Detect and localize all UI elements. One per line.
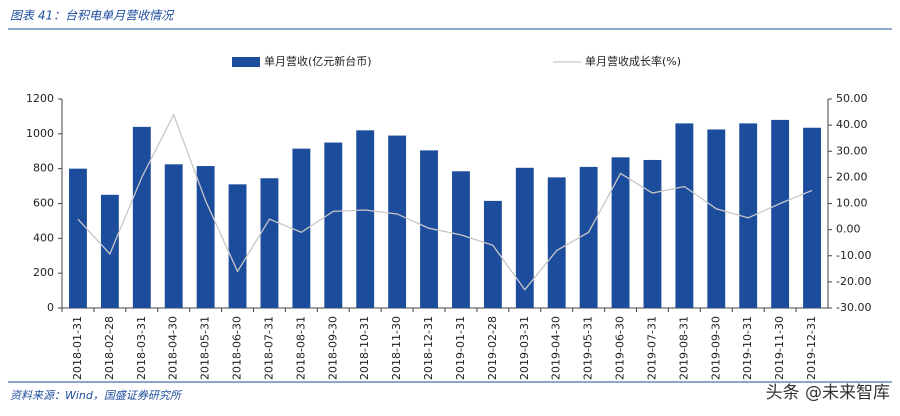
- y2-tick-label: 10.00: [836, 197, 868, 210]
- source: 资料来源：Wind，国盛证券研究所: [10, 389, 183, 402]
- bar: [452, 171, 470, 308]
- bar: [803, 127, 821, 308]
- bar: [132, 126, 151, 308]
- x-tick-label: 2019-12-31: [805, 316, 818, 380]
- y-tick-label: 1000: [26, 127, 54, 140]
- y2-tick-label: -30.00: [836, 301, 871, 314]
- x-tick-label: 2019-03-31: [518, 316, 531, 380]
- x-tick-label: 2018-12-31: [422, 316, 435, 380]
- watermark: 头条 @未来智库: [766, 383, 890, 403]
- x-tick-label: 2019-01-31: [454, 316, 467, 380]
- y2-tick-label: 40.00: [836, 118, 868, 131]
- y2-tick-label: 20.00: [836, 170, 868, 183]
- x-tick-label: 2019-02-28: [486, 316, 499, 380]
- x-tick-label: 2018-10-31: [358, 316, 371, 380]
- bar: [356, 130, 375, 308]
- x-tick-label: 2019-10-31: [741, 316, 754, 380]
- bar: [707, 129, 726, 308]
- bar: [483, 200, 502, 308]
- bar: [69, 168, 87, 308]
- bar: [675, 123, 694, 308]
- y2-tick-label: -20.00: [836, 275, 871, 288]
- bar: [739, 123, 758, 308]
- x-tick-label: 2019-08-31: [677, 316, 690, 380]
- x-tick-label: 2018-09-30: [326, 316, 339, 380]
- y-tick-label: 400: [33, 231, 54, 244]
- bar: [324, 142, 343, 308]
- x-tick-label: 2019-09-30: [709, 316, 722, 380]
- y-tick-label: 0: [47, 301, 54, 314]
- bar: [579, 166, 598, 308]
- y2-tick-label: -10.00: [836, 249, 871, 262]
- line: [77, 113, 813, 291]
- y2-tick-label: 50.00: [836, 92, 868, 105]
- chart-title: 图表 41：台积电单月营收情况: [10, 9, 175, 23]
- legend-label: 单月营收(亿元新台币): [264, 54, 372, 68]
- bar: [515, 167, 534, 308]
- x-tick-label: 2018-06-30: [231, 316, 244, 380]
- bar: [164, 164, 183, 308]
- x-tick-label: 2019-06-30: [614, 316, 627, 380]
- y2-tick-label: 0.00: [836, 223, 861, 236]
- bar: [643, 159, 662, 308]
- bar: [228, 184, 247, 308]
- bar: [196, 166, 215, 308]
- y-tick-label: 600: [33, 197, 54, 210]
- x-tick-label: 2018-08-31: [294, 316, 307, 380]
- x-tick-label: 2018-11-30: [390, 316, 403, 380]
- x-tick-label: 2018-02-28: [103, 316, 116, 380]
- bar: [611, 157, 630, 308]
- y-tick-label: 200: [33, 266, 54, 279]
- x-tick-label: 2019-05-31: [582, 316, 595, 380]
- bar: [771, 119, 790, 309]
- y-tick-label: 800: [33, 162, 54, 175]
- y-tick-label: 1200: [26, 92, 54, 105]
- x-tick-label: 2019-04-30: [550, 316, 563, 380]
- bar: [547, 177, 566, 308]
- x-tick-label: 2018-05-31: [199, 316, 212, 380]
- legend-swatch: [232, 57, 260, 67]
- bar: [260, 178, 279, 308]
- x-tick-label: 2018-04-30: [167, 316, 180, 380]
- x-tick-label: 2019-07-31: [645, 316, 658, 380]
- bar: [420, 150, 438, 308]
- x-tick-label: 2018-01-31: [71, 316, 84, 380]
- bar: [292, 148, 311, 308]
- bar: [100, 194, 119, 308]
- x-tick-label: 2018-07-31: [262, 316, 275, 380]
- x-tick-label: 2019-11-30: [773, 316, 786, 380]
- x-tick-label: 2018-03-31: [135, 316, 148, 380]
- y2-tick-label: 30.00: [836, 144, 868, 157]
- legend-label: 单月营收成长率(%): [585, 54, 681, 68]
- bar: [388, 135, 407, 308]
